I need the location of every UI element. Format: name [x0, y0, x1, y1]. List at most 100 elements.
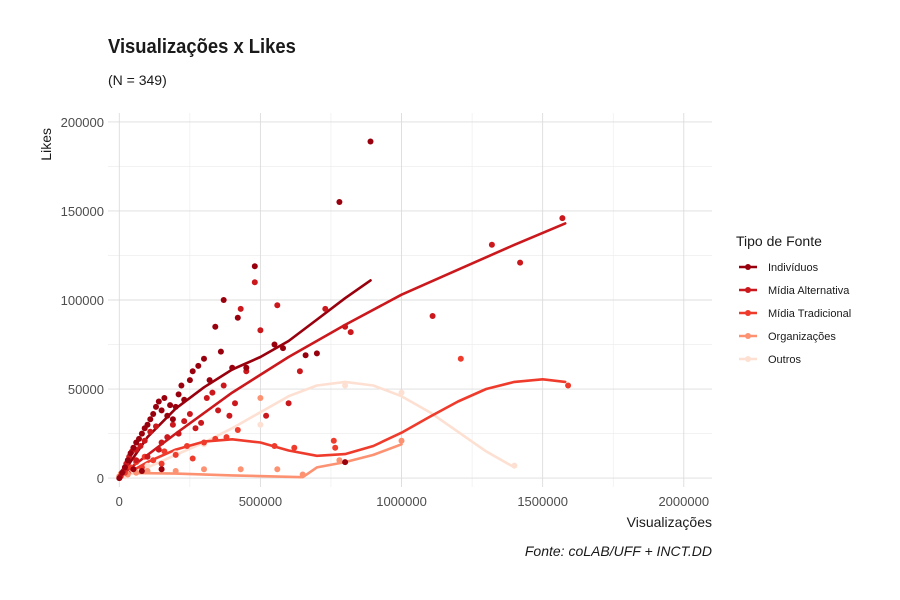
- data-point: [565, 382, 572, 389]
- legend-label: Mídia Tradicional: [768, 308, 851, 320]
- data-point: [144, 453, 151, 460]
- data-point: [257, 421, 264, 428]
- data-point: [215, 407, 222, 414]
- data-point: [511, 462, 518, 469]
- data-point: [155, 446, 162, 453]
- data-point: [209, 389, 216, 396]
- data-point: [229, 364, 236, 371]
- legend-key-point: [745, 333, 751, 339]
- data-point: [189, 368, 196, 375]
- data-point: [150, 457, 157, 464]
- data-point: [130, 444, 137, 451]
- data-point: [280, 345, 286, 352]
- data-point: [342, 382, 349, 389]
- data-point: [234, 314, 241, 321]
- data-point: [186, 377, 193, 384]
- data-point: [336, 199, 343, 205]
- data-point: [153, 423, 159, 430]
- data-point: [161, 395, 168, 401]
- data-point: [271, 341, 278, 348]
- data-point: [367, 138, 374, 145]
- trend-line: [118, 380, 516, 478]
- data-point: [164, 412, 171, 419]
- data-point: [251, 279, 258, 286]
- y-tick-label: 0: [97, 471, 104, 486]
- data-point: [257, 327, 264, 334]
- data-point: [138, 468, 145, 474]
- data-point: [138, 430, 145, 437]
- legend-key-point: [745, 287, 751, 293]
- x-tick-label: 2000000: [658, 494, 709, 509]
- data-point: [457, 355, 464, 362]
- x-tick-label: 0: [116, 494, 123, 509]
- data-point: [274, 466, 281, 473]
- data-point: [251, 263, 258, 270]
- legend-key-point: [745, 264, 751, 270]
- data-point: [237, 305, 244, 312]
- data-point: [153, 403, 159, 410]
- legend-title: Tipo de Fonte: [736, 233, 822, 249]
- legend-key-point: [745, 310, 751, 316]
- chart-caption: Fonte: coLAB/UFF + INCT.DD: [524, 543, 712, 559]
- data-point: [133, 457, 140, 464]
- data-point: [302, 352, 309, 359]
- trend-line: [118, 443, 403, 479]
- y-tick-label: 100000: [61, 293, 104, 308]
- data-point: [342, 459, 349, 466]
- data-point: [342, 323, 349, 330]
- data-point: [223, 434, 230, 441]
- data-point: [217, 348, 224, 355]
- data-point: [257, 395, 264, 401]
- data-point: [167, 402, 174, 409]
- data-point: [398, 389, 405, 396]
- data-point: [169, 416, 176, 423]
- x-tick-label: 1000000: [376, 494, 427, 509]
- data-point: [220, 297, 227, 303]
- data-point: [137, 443, 144, 449]
- data-point: [274, 302, 281, 309]
- chart-subtitle: (N = 349): [108, 72, 167, 88]
- data-point: [158, 466, 165, 473]
- data-point: [332, 444, 339, 451]
- data-point: [136, 435, 142, 442]
- y-tick-label: 200000: [61, 115, 104, 130]
- data-point: [198, 419, 205, 426]
- y-axis-label: Likes: [38, 128, 54, 161]
- data-point: [336, 457, 343, 464]
- y-tick-label: 50000: [68, 382, 104, 397]
- y-tick-label: 150000: [61, 204, 104, 219]
- data-point: [313, 350, 320, 357]
- data-point: [175, 391, 182, 398]
- data-point: [237, 466, 244, 473]
- data-point: [212, 435, 219, 442]
- data-point: [184, 443, 190, 449]
- data-point: [201, 439, 207, 446]
- trend-line: [118, 279, 372, 480]
- data-point: [121, 464, 128, 471]
- data-point: [195, 362, 202, 369]
- data-point: [243, 364, 250, 371]
- data-point: [169, 421, 176, 428]
- data-point: [517, 259, 524, 266]
- trend-lines: [118, 222, 567, 480]
- data-point: [322, 305, 329, 312]
- data-point: [285, 400, 292, 407]
- legend-key-point: [745, 356, 751, 362]
- data-point: [116, 475, 123, 482]
- data-point: [299, 471, 306, 478]
- x-tick-label: 500000: [239, 494, 282, 509]
- data-point: [172, 468, 179, 474]
- data-point: [488, 241, 495, 248]
- data-point: [226, 412, 233, 419]
- data-point: [291, 444, 298, 451]
- data-point: [155, 398, 162, 405]
- legend-label: Mídia Alternativa: [768, 285, 850, 297]
- data-point: [164, 434, 171, 441]
- data-point: [144, 468, 151, 474]
- data-point: [130, 466, 137, 473]
- data-point: [124, 457, 131, 464]
- data-point: [206, 377, 213, 384]
- data-point: [347, 329, 354, 336]
- data-points: [116, 138, 572, 482]
- data-point: [144, 462, 151, 469]
